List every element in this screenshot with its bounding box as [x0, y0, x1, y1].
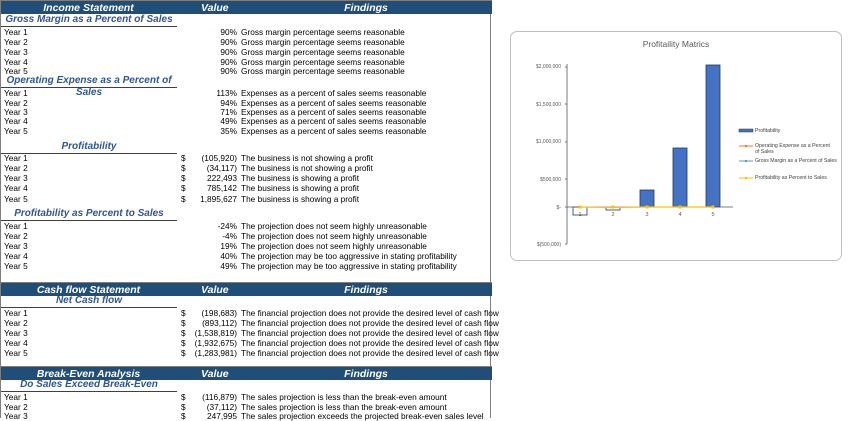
net-cashflow-title: Net Cash flow — [1, 295, 177, 308]
profit-pct-title: Profitability as Percent to Sales — [1, 208, 177, 221]
y-tick: $(500,000) — [537, 242, 562, 248]
legend-operating-expense[interactable]: Operating Expense as a Percent of Sales — [755, 143, 830, 155]
table-row[interactable]: Year 1 $ (198,683) The financial projection… — [4, 308, 499, 318]
cashflow-header: Cash flow Statement Value Findings — [1, 282, 492, 296]
chart-title: Profitaility Matrics — [642, 39, 710, 49]
x-tick: 5 — [711, 212, 714, 218]
analysis-sheet: Income Statement Value Findings Gross Ma… — [0, 0, 499, 421]
table-row[interactable]: Year 1 $ (116,879) The sales projection is … — [4, 392, 447, 402]
table-row[interactable]: Year 2 -4% The projection does not seem hi… — [4, 231, 427, 241]
x-tick: 2 — [611, 212, 614, 218]
table-row[interactable]: Year 2 $ (34,117) The business is not showi… — [4, 163, 373, 173]
table-row[interactable]: Year 4 90% Gross margin percentage seems r… — [4, 57, 405, 67]
legend-gross-margin[interactable]: Gross Margin as a Percent of Sales — [755, 158, 837, 164]
header-findings: Findings — [344, 2, 388, 14]
income-statement-header: Income Statement Value Findings — [1, 0, 492, 14]
header-section: Income Statement — [43, 2, 134, 14]
table-row[interactable]: Year 4 40% The projection may be too aggre… — [4, 251, 457, 261]
header-section: Cash flow Statement — [36, 284, 141, 296]
table-row[interactable]: Year 1 $ (105,920) The business is not show… — [4, 153, 373, 163]
table-row[interactable]: Year 3 90% Gross margin percentage seems r… — [4, 47, 405, 57]
table-row[interactable]: Year 3 $247,995 The sales projection excee… — [4, 411, 484, 421]
gross-margin-title: Gross Margin as a Percent of Sales — [1, 14, 177, 27]
table-row[interactable]: Year 4 $ (1,932,675) The financial projecti… — [4, 338, 499, 348]
table-row[interactable]: Year 1 90% Gross margin percentage seems r… — [4, 27, 405, 37]
table-row[interactable]: Year 3 $222,493 The business is showing a … — [4, 173, 360, 183]
y-tick: $500,000 — [540, 177, 561, 183]
table-row[interactable]: Year 2 90% Gross margin percentage seems r… — [4, 37, 405, 47]
header-section: Break-Even Analysis — [36, 368, 141, 380]
table-row[interactable]: Year 5 $ (1,283,981) The financial projecti… — [4, 348, 499, 358]
table-row[interactable]: Year 4 49% Expenses as a percent of sales … — [4, 116, 427, 126]
profitability-chart[interactable]: Profitaility Matrics $2,000,000 $1,500,0… — [510, 31, 842, 261]
table-row[interactable]: Year 3 71% Expenses as a percent of sales … — [4, 107, 427, 117]
y-tick: $1,000,000 — [536, 139, 561, 145]
header-value: Value — [201, 368, 229, 380]
header-findings: Findings — [344, 368, 388, 380]
table-row[interactable]: Year 5 35% Expenses as a percent of sales … — [4, 126, 427, 136]
profitability-title: Profitability — [1, 141, 177, 154]
header-value: Value — [201, 2, 229, 14]
table-row[interactable]: Year 5 $1,895,627 The business is showing … — [4, 194, 360, 204]
table-row[interactable]: Year 2 $ (37,112) The sales projection is l… — [4, 402, 447, 412]
table-row[interactable]: Year 5 90% Gross margin percentage seems r… — [4, 66, 405, 76]
table-row[interactable]: Year 1 113% Expenses as a percent of sales… — [4, 88, 427, 98]
table-row[interactable]: Year 2 $ (893,112) The financial projection… — [4, 318, 499, 328]
y-tick: $- — [557, 205, 562, 211]
table-row[interactable]: Year 1 -24% The projection does not seem h… — [4, 221, 427, 231]
chart-plot: $2,000,000 $1,500,000 $1,000,000 $500,00… — [536, 64, 754, 248]
table-row[interactable]: Year 3 $ (1,538,819) The financial projecti… — [4, 328, 499, 338]
table-row[interactable]: Year 4 $785,142 The business is showing a … — [4, 183, 360, 193]
legend-profitability[interactable]: Profitability — [755, 128, 781, 134]
table-row[interactable]: Year 3 19% The projection does not seem hi… — [4, 241, 427, 251]
header-findings: Findings — [344, 284, 388, 296]
y-tick: $1,500,000 — [536, 102, 561, 108]
legend-profit-pct[interactable]: Profitability as Percent to Sales — [755, 175, 827, 181]
opex-title: Operating Expense as a Percent of Sales — [1, 75, 177, 98]
x-tick: 4 — [678, 212, 681, 218]
header-value: Value — [201, 284, 229, 296]
breakeven-header: Break-Even Analysis Value Findings — [1, 366, 492, 380]
table-row[interactable]: Year 5 49% The projection may be too aggre… — [4, 261, 457, 271]
x-tick: 3 — [645, 212, 648, 218]
x-tick: 1 — [578, 212, 581, 218]
y-tick: $2,000,000 — [536, 64, 561, 70]
table-row[interactable]: Year 2 94% Expenses as a percent of sales … — [4, 98, 427, 108]
breakeven-sales-title: Do Sales Exceed Break-Even — [1, 379, 177, 392]
